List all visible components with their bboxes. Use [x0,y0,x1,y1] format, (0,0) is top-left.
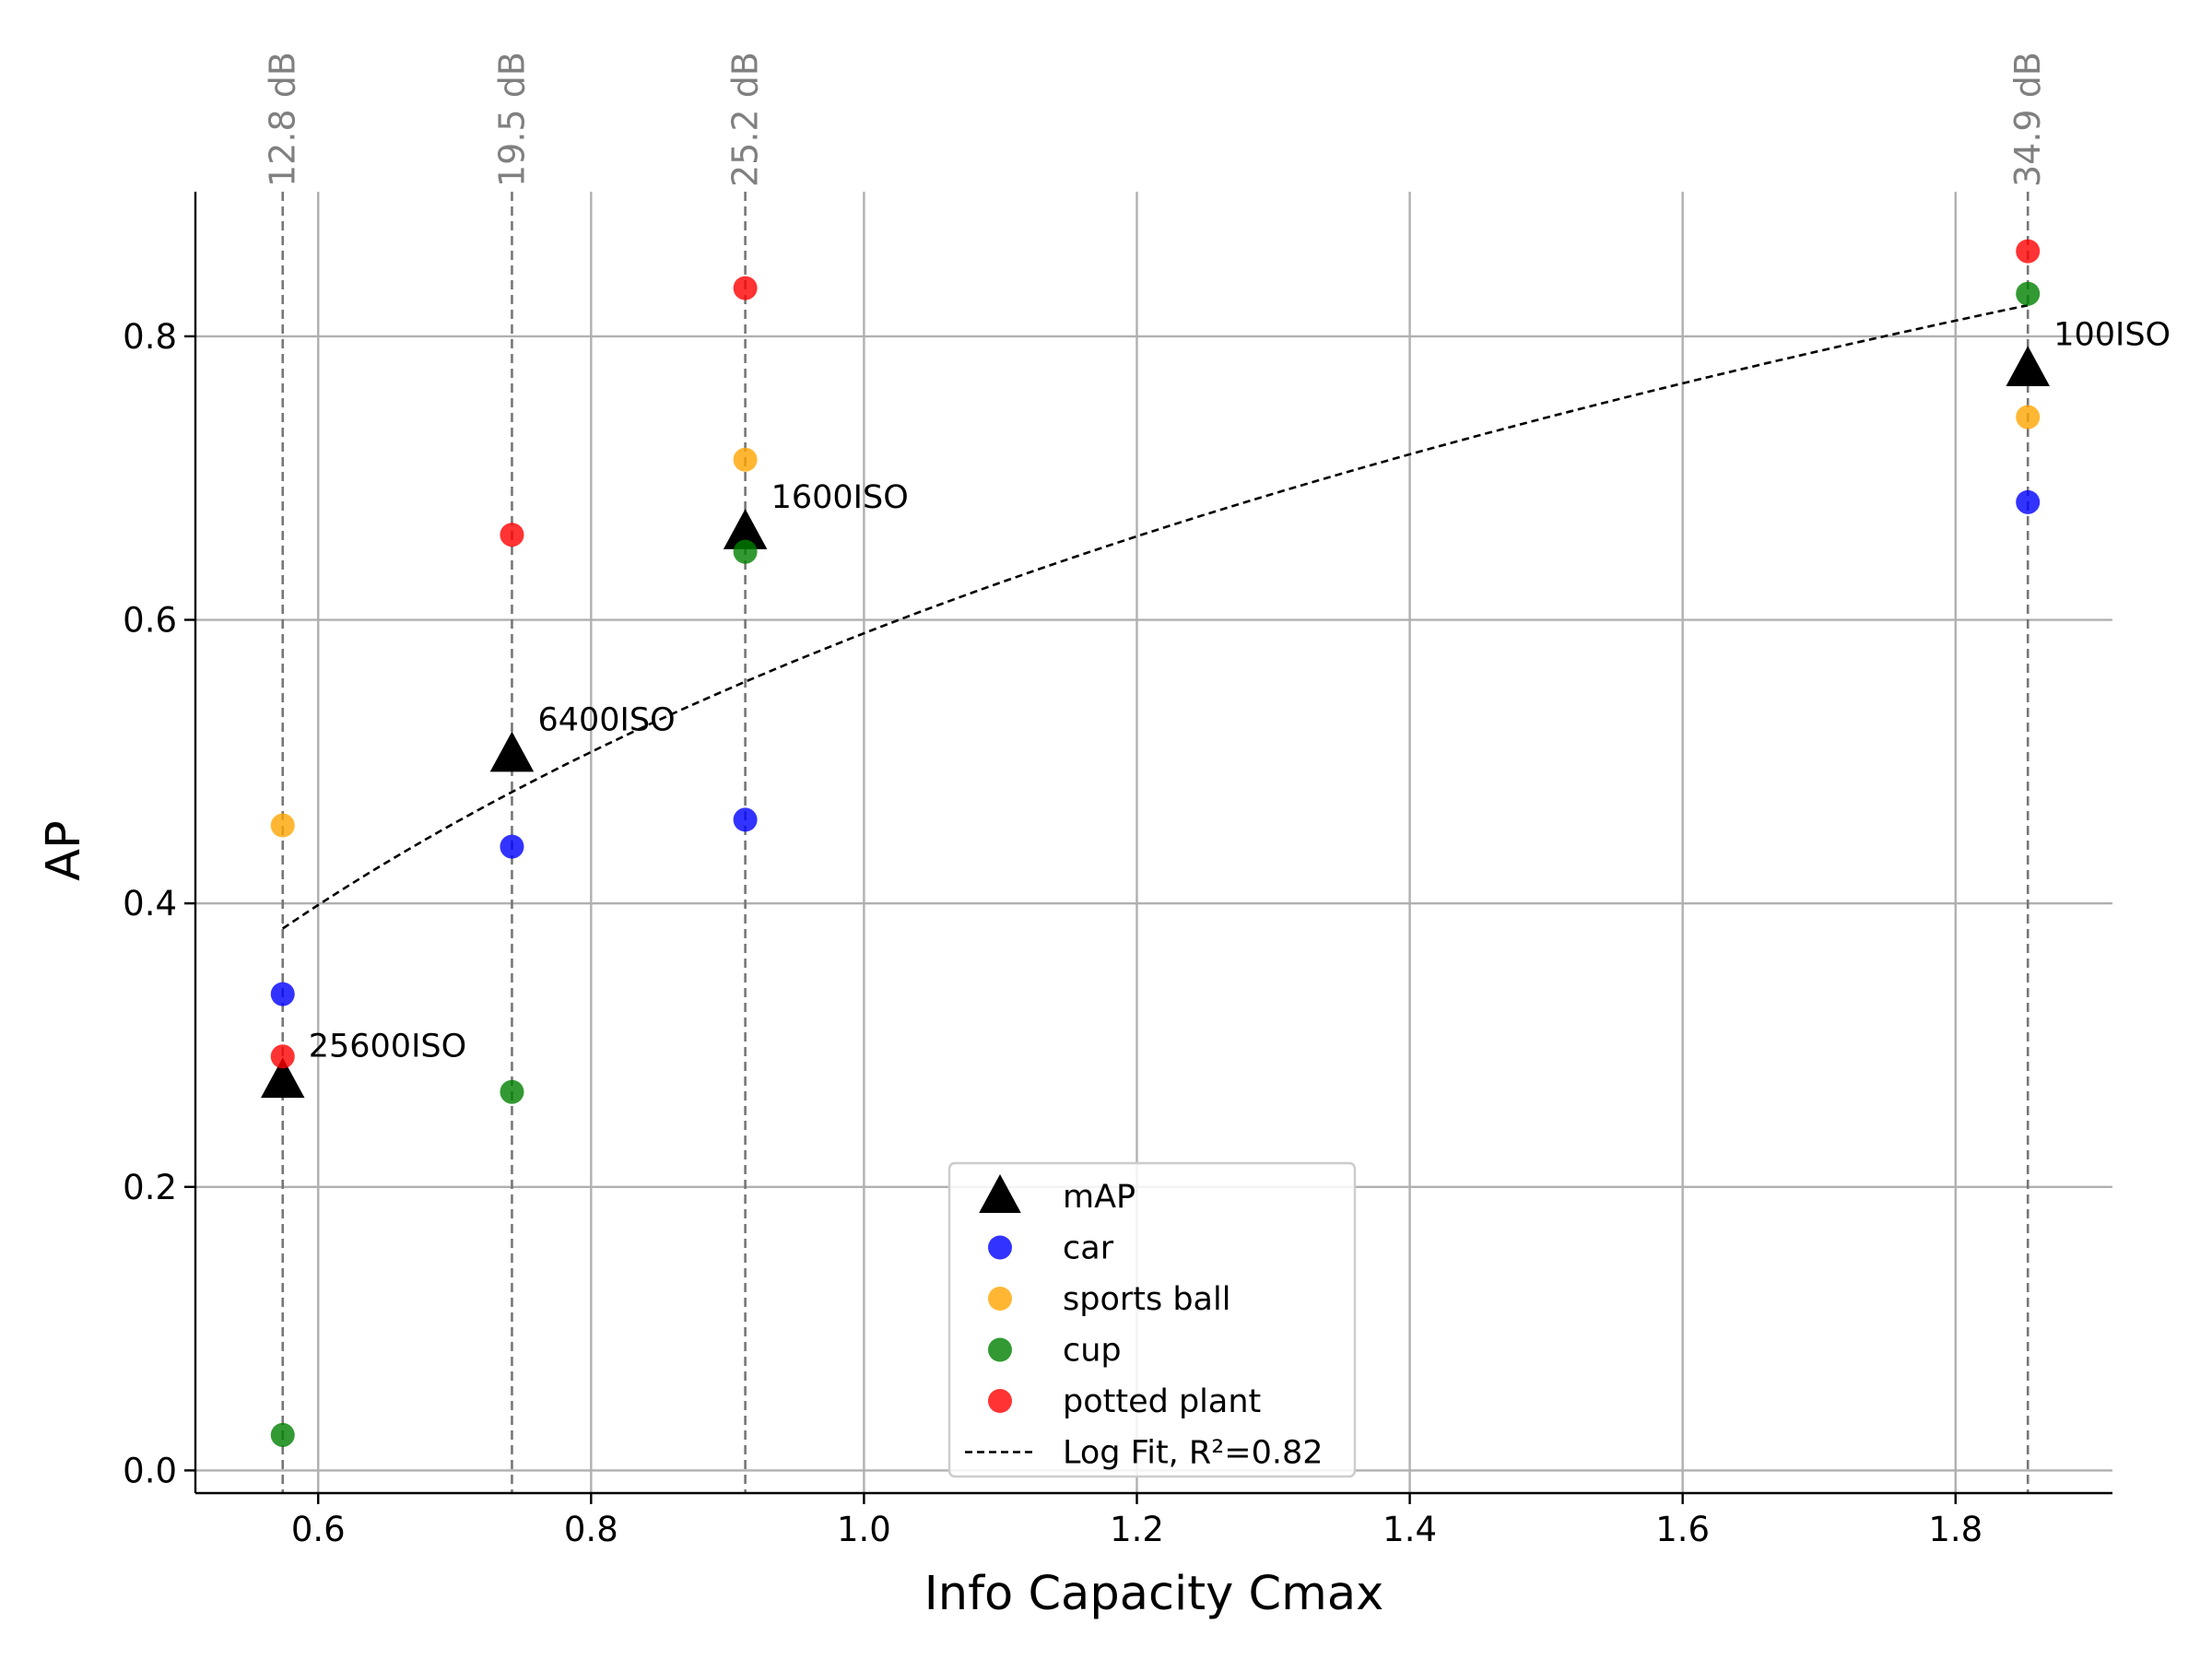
y-tick-label: 0.0 [123,1451,177,1490]
legend-label: cup [1063,1333,1122,1370]
map-marker [723,509,768,549]
legend-marker-circle [988,1337,1012,1362]
point-label: 25600ISO [309,1028,466,1065]
map-marker [260,1057,305,1099]
sports-ball-point [733,447,758,472]
point-label: 100ISO [2053,316,2171,353]
log-fit-line [281,303,2029,930]
x-tick-label: 0.6 [291,1510,346,1549]
legend-box [947,1161,1357,1478]
legend-label: Log Fit, R²=0.82 [1063,1435,1324,1472]
cup-point [2016,281,2041,306]
reference-line-label: 25.2 dB [725,52,766,187]
car-point [270,982,295,1006]
legend-label: car [1063,1230,1114,1267]
axes [194,192,2112,1495]
y-axis-label: AP [37,820,91,881]
legend-marker-circle [988,1389,1012,1413]
car-point [500,834,524,859]
cup-point [270,1422,295,1447]
legend-marker-triangle [979,1174,1021,1213]
point-label: 1600ISO [771,479,909,516]
legend-label: mAP [1063,1179,1135,1216]
reference-line-label: 19.5 dB [491,52,532,187]
x-tick-label: 0.8 [564,1510,618,1549]
car-point [2016,489,2041,514]
map-marker [489,731,535,772]
legend-marker-circle [988,1235,1012,1260]
potted-plant-point [270,1044,295,1069]
y-tick-label: 0.4 [123,884,177,924]
log-fit [281,303,2029,930]
legend-label: potted plant [1063,1383,1261,1420]
data-points [260,239,2050,1447]
sports-ball-point [270,813,295,838]
reference-line-label: 34.9 dB [2007,52,2048,187]
x-tick-label: 1.2 [1110,1510,1164,1549]
x-tick-label: 1.6 [1655,1510,1710,1549]
reference-lines: 12.8 dB 19.5 dB 25.2 dB 34.9 dB [263,52,2048,1493]
car-point [733,807,758,832]
sports-ball-point [2016,405,2041,429]
y-tick-label: 0.8 [123,317,177,357]
cup-point [500,1079,524,1104]
y-tick-label: 0.2 [123,1168,177,1207]
ticks: 0.6 0.8 1.0 1.2 1.4 1.6 1.8 0.0 0.2 0.4 0.6 0.8 [123,317,1983,1549]
point-labels: 25600ISO 6400ISO 1600ISO 100ISO [309,316,2171,1065]
legend-marker-circle [988,1287,1012,1311]
x-tick-label: 1.0 [837,1510,891,1549]
x-axis-label: Info Capacity Cmax [924,1567,1384,1621]
potted-plant-point [500,523,524,547]
x-tick-label: 1.8 [1928,1510,1983,1549]
potted-plant-point [2016,239,2041,264]
legend-label: sports ball [1063,1281,1230,1318]
y-tick-label: 0.6 [123,601,177,641]
x-tick-label: 1.4 [1382,1510,1437,1549]
reference-line-label: 12.8 dB [263,52,303,187]
potted-plant-point [733,276,758,300]
legend: mAP car sports ball cup potted plant Log Fit,… [947,1161,1357,1478]
map-marker [2006,346,2050,387]
cup-point [733,539,758,564]
point-label: 6400ISO [537,702,675,739]
